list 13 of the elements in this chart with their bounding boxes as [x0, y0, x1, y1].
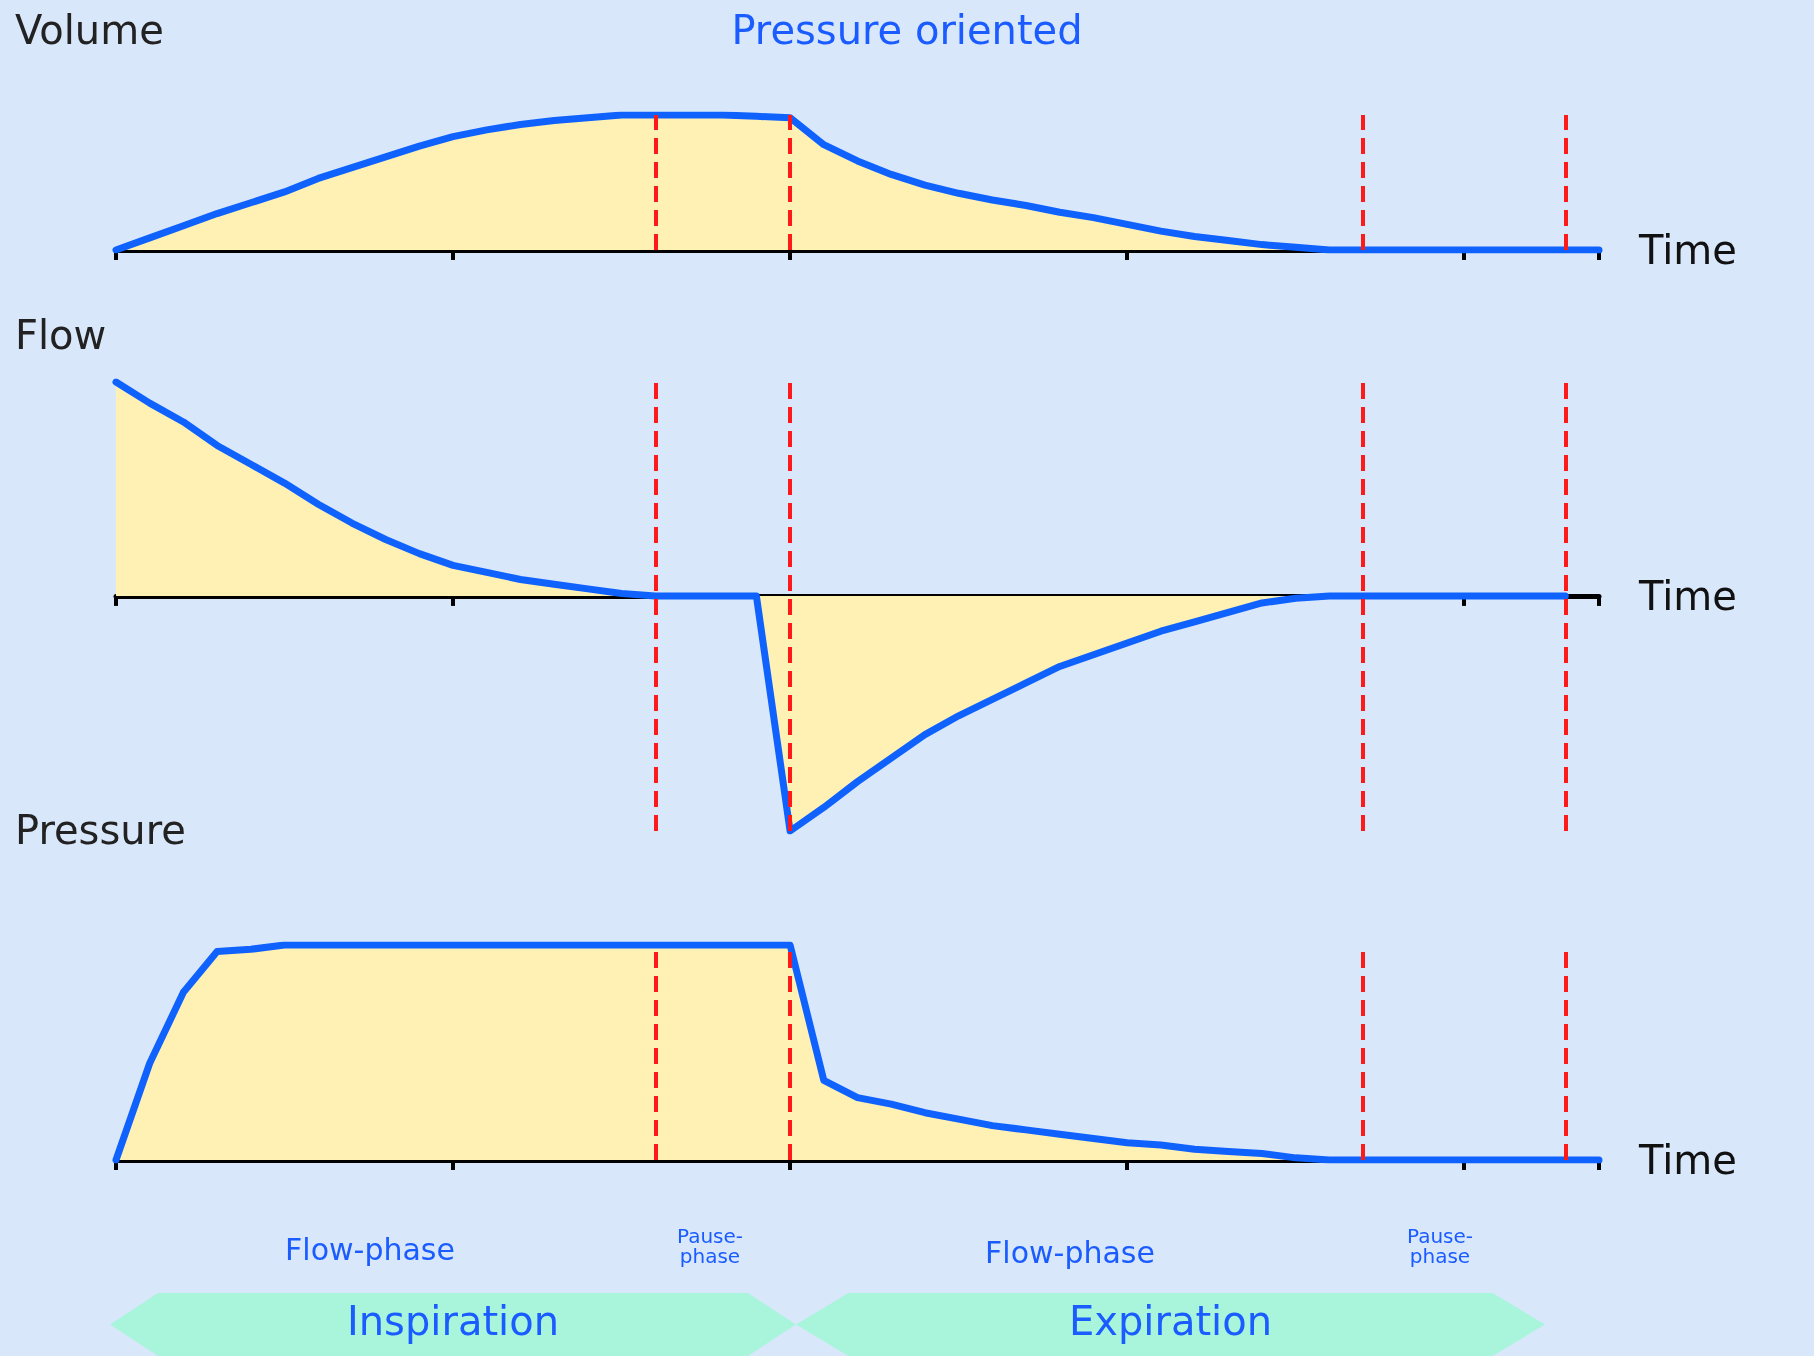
- text: Flow-phase: [984, 1235, 1156, 1270]
- x-axis-title: Time: [1638, 227, 1737, 273]
- text: Pause-phase: [675, 1224, 744, 1268]
- text: Inspiration: [345, 1298, 561, 1344]
- y-axis-title: Volume: [15, 7, 164, 53]
- y-axis-title: Flow: [15, 312, 107, 358]
- text: Pause-phase: [1405, 1224, 1474, 1268]
- x-axis-title: Time: [1638, 572, 1737, 619]
- text: Expiration: [1068, 1298, 1273, 1344]
- y-axis-title: Pressure: [15, 807, 186, 853]
- chart-title: Pressure oriented: [731, 7, 1083, 53]
- x-axis-title: Time: [1638, 1137, 1737, 1183]
- text: Flow-phase: [284, 1232, 456, 1267]
